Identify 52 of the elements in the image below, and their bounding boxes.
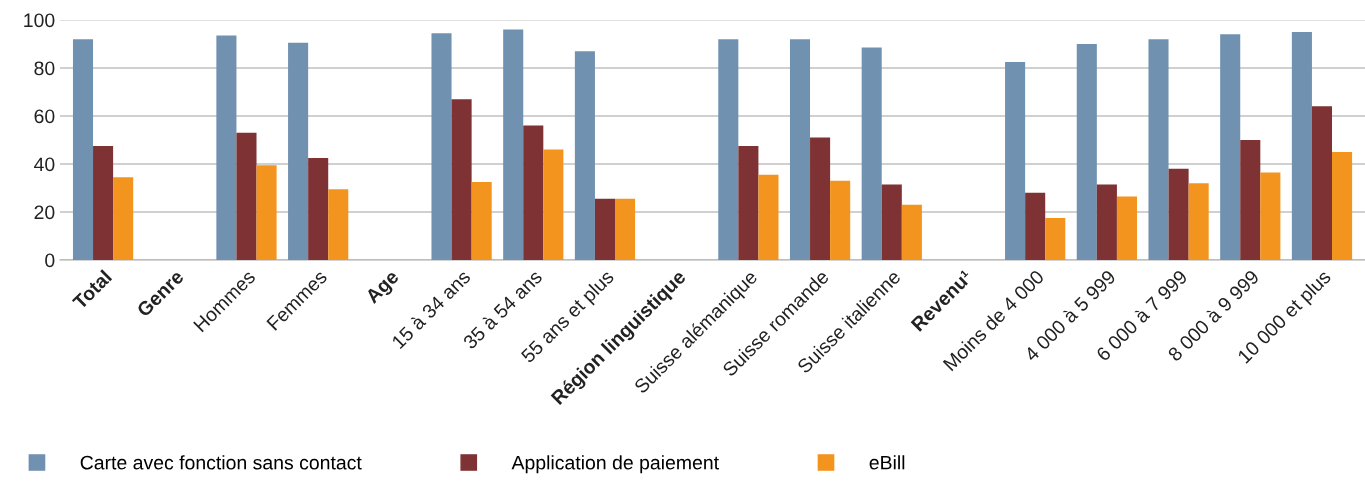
bar: [523, 125, 544, 261]
x-tick-label: Age: [364, 269, 403, 307]
bar: [1240, 139, 1261, 261]
y-tick-label: 40: [34, 157, 55, 172]
bar: [861, 47, 882, 261]
bar: [503, 29, 524, 261]
bar: [1076, 43, 1097, 261]
legend-label: eBill: [869, 455, 905, 470]
bar: [1220, 34, 1241, 261]
bar: [789, 39, 811, 261]
bar: [615, 198, 636, 261]
bar: [1096, 184, 1117, 261]
y-tick-label: 100: [24, 13, 55, 28]
bar: [113, 177, 134, 261]
bar: [1025, 192, 1046, 261]
bar: [451, 99, 472, 261]
y-tick-label: 0: [45, 253, 55, 268]
bar: [738, 145, 759, 261]
bar: [810, 137, 831, 261]
bar: [236, 132, 257, 261]
bar: [758, 174, 779, 261]
bar: [256, 165, 277, 261]
bar: [1291, 31, 1312, 261]
bar: [431, 33, 452, 261]
y-tick-label: 60: [34, 109, 55, 124]
bar: [93, 145, 114, 261]
bar: [1168, 168, 1189, 261]
bar: [308, 157, 329, 261]
y-tick-label: 20: [34, 205, 55, 220]
bar: [543, 149, 564, 261]
bar: [1332, 151, 1353, 261]
bar: [1148, 39, 1169, 261]
bar: [471, 181, 492, 261]
bar: [574, 51, 595, 261]
bar: [881, 184, 902, 261]
bar: [1260, 172, 1281, 261]
bar: [328, 189, 349, 261]
bar: [901, 204, 922, 261]
bar: [1116, 196, 1137, 261]
legend-label: Carte avec fonction sans contact: [80, 455, 362, 470]
bar: [830, 180, 851, 261]
bar: [72, 39, 94, 261]
bar: [216, 35, 237, 261]
bar: [594, 198, 616, 261]
bar: [288, 42, 309, 261]
legend-label: Application de paiement: [511, 455, 719, 474]
bar: [1311, 106, 1333, 261]
y-tick-label: 80: [34, 61, 55, 76]
bar: [1005, 61, 1026, 261]
bar: [1045, 218, 1066, 261]
bar: [1188, 183, 1209, 261]
bar: [718, 39, 739, 261]
